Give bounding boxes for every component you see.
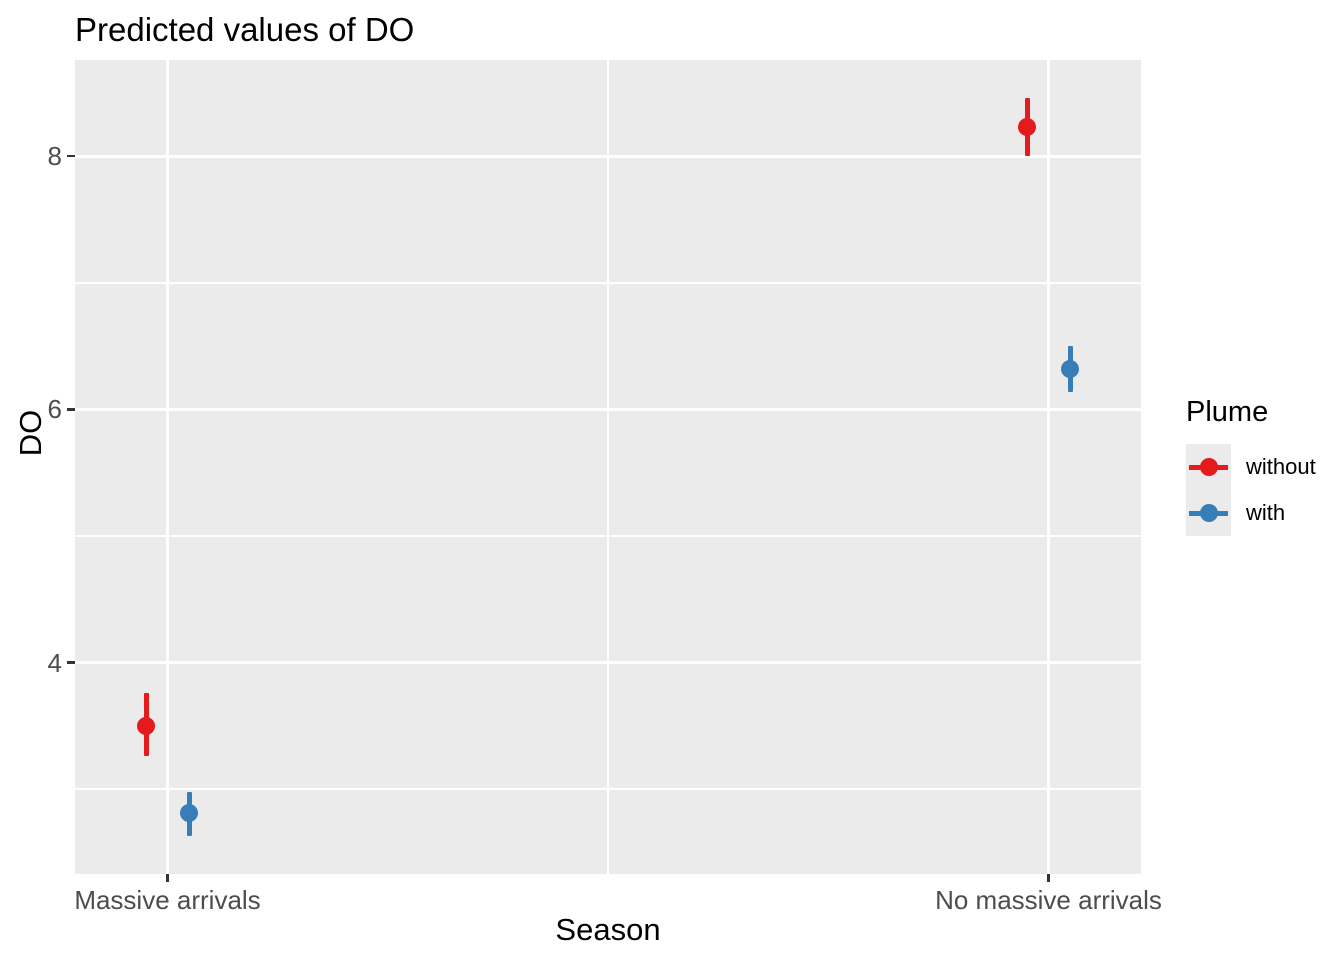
minor-gridline-x xyxy=(607,60,609,874)
legend: Plume without with xyxy=(1186,396,1316,536)
x-axis-tick-label: No massive arrivals xyxy=(935,885,1162,915)
major-gridline-x xyxy=(166,60,169,874)
plot-title: Predicted values of DO xyxy=(75,11,415,48)
y-tick-mark xyxy=(67,661,75,664)
y-axis-tick-label: 6 xyxy=(47,394,62,425)
x-axis-tick-label: Massive arrivals xyxy=(74,885,261,915)
x-axis-title: Season xyxy=(555,912,661,947)
major-gridline-y xyxy=(75,407,1141,411)
legend-keys: without with xyxy=(1186,444,1316,536)
point-without xyxy=(1018,118,1036,137)
y-axis-title: DO xyxy=(13,409,48,457)
major-gridline-x xyxy=(1047,60,1050,874)
plot-panel xyxy=(75,60,1141,874)
major-gridline-y xyxy=(75,154,1141,158)
y-axis-tick-label: 4 xyxy=(47,647,62,678)
point-with xyxy=(180,804,198,823)
x-tick-mark xyxy=(1047,874,1050,882)
x-tick-mark xyxy=(166,874,169,882)
point-without xyxy=(137,716,155,735)
point-icon xyxy=(1199,458,1218,476)
y-axis-tick-label: 8 xyxy=(47,141,62,172)
major-gridline-y xyxy=(75,661,1141,665)
legend-label: with xyxy=(1246,500,1286,525)
y-tick-mark xyxy=(67,154,75,158)
point-icon xyxy=(1199,504,1218,522)
legend-key-box xyxy=(1186,444,1231,490)
point-with xyxy=(1061,359,1079,378)
legend-item-without: without xyxy=(1186,444,1316,490)
y-tick-mark xyxy=(67,408,75,411)
legend-title: Plume xyxy=(1186,396,1269,428)
legend-label: without xyxy=(1246,454,1316,479)
legend-item-with: with xyxy=(1186,490,1316,536)
legend-key-box xyxy=(1186,490,1231,536)
